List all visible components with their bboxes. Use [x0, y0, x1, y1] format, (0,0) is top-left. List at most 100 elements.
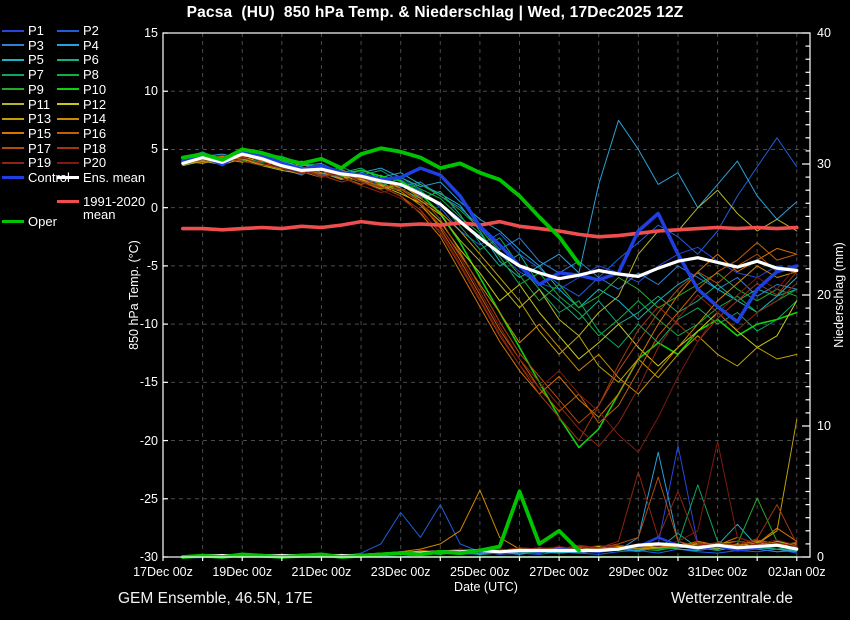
legend-line-swatch	[2, 58, 24, 61]
legend-item-p13: P13	[2, 112, 96, 125]
temp-tick-label: -30	[139, 550, 158, 564]
site-credit: Wetterzentrale.de	[670, 590, 793, 607]
legend-item-p14: P14	[57, 112, 151, 125]
legend-label: P16	[83, 125, 107, 141]
legend-item-p1: P1	[2, 24, 96, 37]
legend-line-swatch	[57, 44, 79, 47]
temp-tick-label: 5	[151, 142, 158, 157]
precip-tick-label: 40	[817, 26, 831, 40]
legend-line-swatch	[57, 147, 79, 150]
legend-label: P4	[83, 37, 99, 53]
legend-item-p17: P17	[2, 142, 96, 155]
legend-item-control: Control	[2, 171, 96, 184]
legend-line-swatch	[2, 147, 24, 150]
date-tick-label: 19Dec 00z	[212, 565, 273, 579]
temp-tick-label: -5	[146, 258, 158, 273]
legend-item-p7: P7	[2, 68, 96, 81]
legend-label: P7	[28, 67, 44, 83]
legend-line-swatch	[57, 200, 79, 203]
legend-item-p5: P5	[2, 53, 96, 66]
legend-line-swatch	[2, 44, 24, 47]
precip-tick-label: 10	[817, 419, 831, 433]
legend-line-swatch	[2, 161, 24, 164]
legend-line-swatch	[2, 103, 24, 105]
legend-line-swatch	[57, 58, 79, 61]
legend-line-swatch	[57, 103, 79, 105]
legend: P1 P3 P5 P7 P9 P11 P13 P15 P17 P19 Control Oper P2 P4…	[0, 0, 160, 250]
date-tick-label: 27Dec 00z	[529, 565, 589, 579]
legend-item-p9: P9	[2, 83, 96, 96]
legend-item-p2: P2	[57, 24, 151, 37]
legend-item-p10: P10	[57, 83, 151, 96]
series-p20-precip	[182, 441, 798, 558]
legend-line-swatch	[57, 88, 79, 91]
precip-tick-label: 30	[817, 157, 831, 171]
legend-label: P13	[28, 111, 52, 127]
legend-line-swatch	[57, 176, 79, 179]
legend-line-swatch	[2, 117, 24, 120]
plot-border	[162, 32, 811, 558]
legend-line-swatch	[2, 29, 24, 32]
series-p17-temp	[182, 155, 798, 424]
precip-tick-label: 20	[817, 288, 831, 302]
series-p11-temp	[182, 158, 798, 337]
temp-tick-label: 10	[144, 84, 158, 99]
precip-tick-label: 0	[817, 550, 824, 564]
legend-label: Control	[28, 170, 70, 185]
series-p4-temp	[182, 119, 798, 274]
series-p13-precip	[182, 418, 798, 558]
legend-label: P8	[83, 67, 99, 83]
date-tick-label: 25Dec 00z	[450, 565, 510, 579]
legend-label: P9	[28, 81, 44, 97]
date-tick-label: 29Dec 00z	[608, 565, 669, 579]
date-tick-label: 17Dec 00z	[133, 565, 193, 579]
legend-label: P6	[83, 52, 99, 68]
legend-label: P12	[83, 96, 107, 112]
legend-label: P10	[83, 81, 107, 97]
page-title: Pacsa (HU) 850 hPa Temp. & Niederschlag …	[186, 4, 684, 21]
legend-line-swatch	[2, 176, 24, 179]
legend-item-p6: P6	[57, 53, 151, 66]
legend-item-p8: P8	[57, 68, 151, 81]
legend-item-p20: P20	[57, 156, 151, 169]
legend-line-swatch	[2, 220, 24, 223]
series-p19-temp	[182, 154, 798, 447]
x-axis-title: Date (UTC)	[454, 580, 518, 594]
legend-label: 1991-2020 mean	[83, 194, 146, 222]
legend-item-p19: P19	[2, 156, 96, 169]
legend-label: P19	[28, 155, 52, 171]
temp-tick-label: -25	[139, 491, 158, 506]
legend-label: Oper	[28, 214, 57, 229]
legend-item-p11: P11	[2, 98, 96, 111]
legend-label: P14	[83, 111, 107, 127]
legend-label: P2	[83, 23, 99, 38]
legend-label: P11	[28, 96, 51, 112]
temp-tick-label: -15	[139, 375, 158, 390]
series-p14-temp	[182, 155, 798, 395]
legend-item-oper: Oper	[2, 215, 96, 228]
legend-line-swatch	[57, 161, 79, 164]
legend-line-swatch	[57, 29, 79, 32]
legend-line-swatch	[57, 117, 79, 120]
date-tick-label: 23Dec 00z	[370, 565, 431, 579]
legend-label: P20	[83, 155, 107, 171]
series-oper-precip	[180, 489, 581, 559]
legend-item-p4: P4	[57, 39, 151, 52]
legend-line-swatch	[57, 132, 79, 135]
series-ens-mean-temp	[181, 152, 799, 281]
legend-line-swatch	[2, 73, 24, 76]
date-tick-label: 31Dec 00z	[687, 565, 748, 579]
legend-item-p3: P3	[2, 39, 96, 52]
series-p13-temp	[182, 155, 798, 383]
legend-line-swatch	[2, 132, 24, 135]
legend-line-swatch	[2, 88, 24, 91]
legend-label: P18	[83, 140, 107, 156]
legend-label: Ens. mean	[83, 170, 146, 185]
legend-label: P3	[28, 37, 44, 53]
series-1991-2020-mean-temp	[181, 219, 799, 239]
model-location-caption: GEM Ensemble, 46.5N, 17E	[118, 590, 313, 607]
left-axis-title: 850 hPa Temp. (°C)	[127, 240, 141, 350]
legend-item-1991-2020-mean: 1991-2020 mean	[57, 195, 151, 221]
